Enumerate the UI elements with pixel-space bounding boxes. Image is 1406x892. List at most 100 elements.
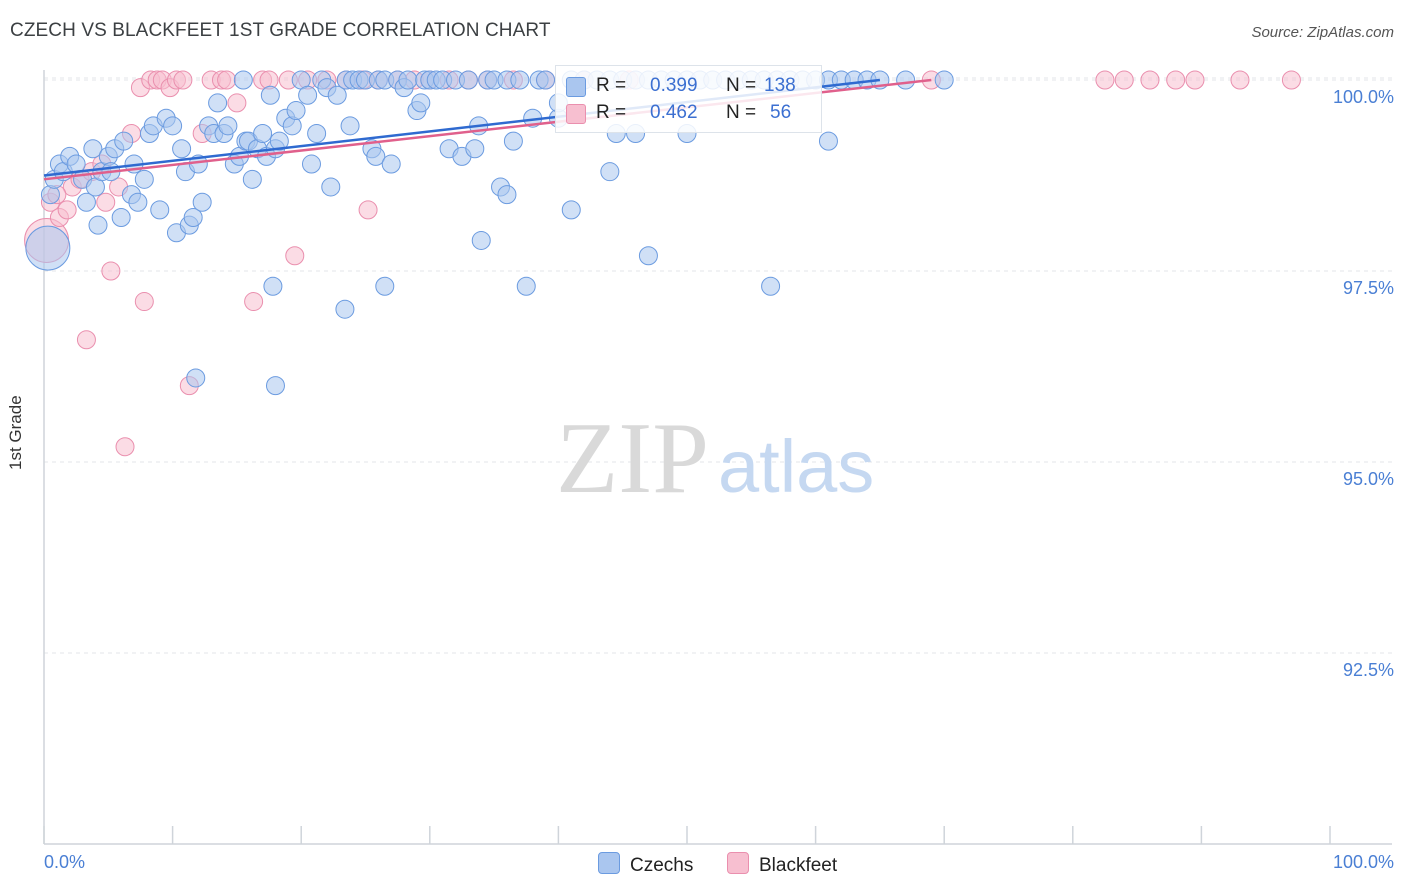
y-tick-label: 92.5%: [1342, 660, 1394, 680]
czechs-point: [298, 85, 318, 105]
czechs-point: [265, 376, 285, 396]
blackfeet-point: [227, 93, 247, 113]
czechs-point: [536, 70, 556, 90]
czechs-point: [242, 169, 262, 189]
czechs-point: [128, 192, 148, 212]
czechs-legend-swatch: [598, 852, 620, 874]
blackfeet-point: [217, 70, 237, 90]
czechs-point: [208, 93, 228, 113]
czechs-point: [218, 116, 238, 136]
bottom-legend-czechs: Czechs: [598, 852, 693, 877]
legend-r-value: 0.399: [650, 75, 698, 96]
czechs-point: [134, 169, 154, 189]
legend-r-value: 0.462: [650, 102, 698, 123]
chart-title: CZECH VS BLACKFEET 1ST GRADE CORRELATION…: [10, 20, 551, 41]
blackfeet-point: [1281, 70, 1301, 90]
blackfeet-point: [173, 70, 193, 90]
czechs-point: [186, 368, 206, 388]
x-tick-label: 100.0%: [1332, 852, 1394, 872]
czechs-point: [307, 123, 327, 143]
blackfeet-swatch: [566, 104, 586, 124]
blackfeet-point: [57, 200, 77, 220]
czechs-point: [25, 225, 71, 271]
blackfeet-point: [115, 437, 135, 457]
czechs-point: [183, 208, 203, 228]
grid-lines: [44, 77, 1392, 654]
czechs-point: [163, 116, 183, 136]
blackfeet-point: [1095, 70, 1115, 90]
czechs-point: [301, 154, 321, 174]
czechs-point: [934, 70, 954, 90]
blackfeet-point: [1166, 70, 1186, 90]
y-tick-label: 95.0%: [1342, 469, 1394, 489]
czechs-point: [83, 139, 103, 159]
legend-r-label: R =: [596, 75, 627, 96]
czechs-point: [465, 139, 485, 159]
czechs-point: [253, 123, 273, 143]
czechs-point: [516, 276, 536, 296]
czechs-point: [381, 154, 401, 174]
czechs-point: [340, 116, 360, 136]
czechs-point: [458, 70, 478, 90]
blackfeet-point: [1230, 70, 1250, 90]
zipatlas-watermark: ZIP atlas: [556, 402, 874, 515]
czechs-point: [818, 131, 838, 151]
blackfeet-point: [358, 200, 378, 220]
czechs-point: [366, 146, 386, 166]
czechs-point: [411, 93, 431, 113]
blackfeet-point: [134, 292, 154, 312]
blackfeet-point: [101, 261, 121, 281]
czechs-point: [260, 85, 280, 105]
legend-n-label: N =: [726, 75, 757, 96]
blackfeet-point: [96, 192, 116, 212]
source-credit: Source: ZipAtlas.com: [1251, 24, 1394, 41]
czechs-legend-label: Czechs: [630, 855, 694, 876]
czechs-point: [335, 299, 355, 319]
czechs-point: [375, 276, 395, 296]
czechs-point: [638, 246, 658, 266]
blackfeet-point: [76, 330, 96, 350]
blackfeet-point: [1114, 70, 1134, 90]
czechs-point: [172, 139, 192, 159]
y-axis-label: 1st Grade: [6, 395, 25, 470]
series-czechs-points: [25, 70, 954, 396]
czechs-point: [269, 131, 289, 151]
bottom-legend-blackfeet: Blackfeet: [727, 852, 837, 877]
x-tick-label: 0.0%: [44, 852, 86, 872]
czechs-point: [263, 276, 283, 296]
czechs-point: [114, 131, 134, 151]
legend-n-value: 138: [764, 75, 796, 96]
czechs-point: [398, 70, 418, 90]
czechs-point: [497, 185, 517, 205]
czechs-point: [327, 85, 347, 105]
czechs-point: [761, 276, 781, 296]
blackfeet-legend-swatch: [727, 852, 749, 874]
czechs-point: [471, 230, 491, 250]
czechs-point: [503, 131, 523, 151]
czechs-point: [286, 101, 306, 121]
legend-r-label: R =: [596, 102, 627, 123]
y-tick-label: 100.0%: [1332, 87, 1394, 107]
legend-n-value: 56: [770, 102, 792, 123]
blackfeet-point: [244, 292, 264, 312]
czechs-point: [111, 208, 131, 228]
czechs-swatch: [566, 77, 586, 97]
legend-n-label: N =: [726, 102, 757, 123]
y-tick-label: 97.5%: [1342, 278, 1394, 298]
x-tick-marks: [43, 826, 1331, 844]
watermark-zip: ZIP: [556, 402, 709, 515]
watermark-atlas: atlas: [718, 425, 874, 508]
blackfeet-point: [285, 246, 305, 266]
blackfeet-point: [1140, 70, 1160, 90]
czechs-point: [150, 200, 170, 220]
blackfeet-legend-label: Blackfeet: [759, 855, 838, 876]
blackfeet-point: [1185, 70, 1205, 90]
czechs-point: [561, 200, 581, 220]
czechs-point: [192, 192, 212, 212]
czechs-point: [896, 70, 916, 90]
czechs-point: [88, 215, 108, 235]
correlation-legend: R = 0.399 N = 138 R = 0.462 N = 56: [555, 65, 822, 133]
czechs-point: [510, 70, 530, 90]
czechs-point: [321, 177, 341, 197]
